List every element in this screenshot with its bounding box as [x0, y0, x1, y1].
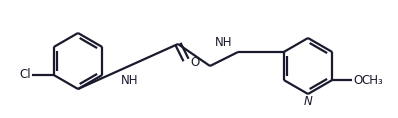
Text: CH₃: CH₃: [361, 74, 383, 86]
Text: Cl: Cl: [19, 69, 31, 82]
Text: NH: NH: [121, 74, 139, 86]
Text: NH: NH: [215, 36, 233, 49]
Text: O: O: [190, 55, 199, 69]
Text: O: O: [353, 74, 363, 86]
Text: N: N: [304, 95, 312, 108]
